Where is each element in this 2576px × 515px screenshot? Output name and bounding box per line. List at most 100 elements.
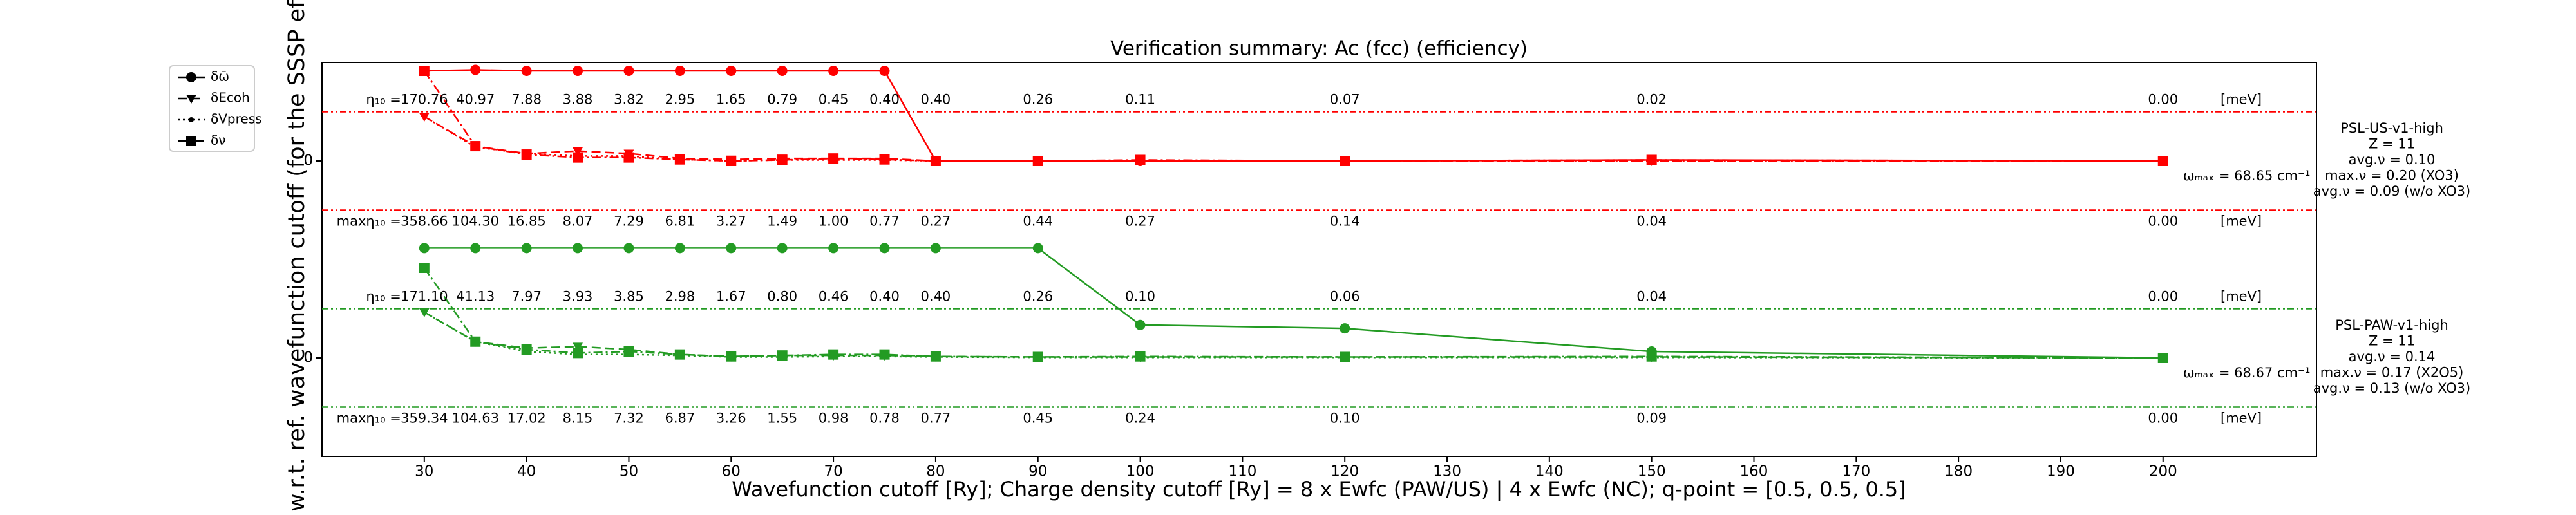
data-point [623, 152, 634, 163]
data-point [879, 66, 890, 77]
max-eta-value: 0.98 [819, 411, 849, 426]
eta-value: 41.13 [456, 289, 495, 304]
panel-info: max.ν = 0.17 (X2O5) [2320, 365, 2464, 380]
max-eta-value: 0.44 [1023, 214, 1053, 229]
data-point [470, 243, 481, 254]
max-eta-value: 17.02 [507, 411, 546, 426]
data-point [777, 66, 788, 77]
eta-value: 3.88 [563, 92, 593, 108]
series-line [424, 311, 2163, 359]
omega-max: ωₘₐₓ = 68.67 cm⁻¹ [2183, 365, 2310, 380]
eta-value: 0.79 [767, 92, 797, 108]
data-point [623, 66, 634, 77]
unit-label: [meV] [2221, 411, 2262, 426]
legend-marker [186, 95, 196, 104]
x-tick-label: 160 [1740, 464, 1768, 480]
max-eta-value: 0.27 [1125, 214, 1155, 229]
data-point [930, 156, 941, 166]
data-point [777, 350, 788, 361]
panel-info: avg.ν = 0.13 (w/o XO3) [2313, 380, 2471, 396]
series-line [424, 247, 2163, 359]
max-eta-label: maxη₁₀ = [337, 411, 401, 426]
data-point [1032, 351, 1043, 362]
data-point [1646, 351, 1657, 362]
eta-value: 0.00 [2148, 289, 2178, 304]
panel-info: max.ν = 0.20 (XO3) [2325, 168, 2459, 183]
data-point [674, 66, 685, 77]
data-point [521, 344, 532, 355]
data-point [879, 243, 890, 254]
data-point [470, 64, 481, 75]
data-point [419, 66, 430, 77]
unit-label: [meV] [2221, 289, 2262, 304]
eta-value: 0.40 [921, 289, 951, 304]
eta-value: 0.26 [1023, 92, 1053, 108]
y-tick-label: 0 [303, 350, 313, 366]
x-tick-label: 140 [1535, 464, 1564, 480]
omega-max: ωₘₐₓ = 68.65 cm⁻¹ [2183, 168, 2310, 183]
data-point [726, 66, 737, 77]
eta-value: 40.97 [456, 92, 495, 108]
data-point [2157, 156, 2168, 166]
max-eta-value: 358.66 [401, 214, 448, 229]
series-line [423, 70, 2163, 162]
data-point [470, 141, 481, 152]
panel-info: PSL-US-v1-high [2340, 120, 2443, 136]
eta-value: 0.02 [1636, 92, 1667, 108]
x-tick-label: 40 [517, 464, 536, 480]
panel-info: Z = 11 [2369, 136, 2415, 152]
x-tick-label: 180 [1944, 464, 1973, 480]
legend-label: δVpress [211, 111, 262, 127]
max-eta-value: 1.00 [819, 214, 849, 229]
legend-label: δν [211, 133, 225, 148]
max-eta-value: 0.45 [1023, 411, 1053, 426]
eta-value: 0.26 [1023, 289, 1053, 304]
max-eta-value: 0.04 [1636, 214, 1667, 229]
eta-value: 3.85 [614, 289, 644, 304]
eta-value: 0.11 [1125, 92, 1155, 108]
data-point [573, 152, 583, 163]
eta-value: 0.10 [1125, 289, 1155, 304]
data-point [879, 349, 890, 360]
eta-value: 171.10 [401, 289, 448, 304]
data-point [777, 243, 788, 254]
data-point [1340, 351, 1350, 362]
eta-value: 3.93 [563, 289, 593, 304]
unit-label: [meV] [2221, 92, 2262, 108]
legend-label: δω̄ [211, 69, 229, 84]
eta-value: 0.40 [869, 289, 900, 304]
x-axis-label: Wavefunction cutoff [Ry]; Charge density… [732, 477, 1906, 501]
eta-value: 3.82 [614, 92, 644, 108]
data-point [674, 243, 685, 254]
data-point [777, 154, 788, 165]
max-eta-value: 0.00 [2148, 214, 2178, 229]
x-tick-label: 80 [926, 464, 945, 480]
legend-label: δEcoh [211, 90, 250, 106]
y-tick-label: 0 [303, 153, 313, 169]
data-point [726, 156, 737, 166]
data-point [421, 114, 427, 120]
x-tick-label: 120 [1331, 464, 1359, 480]
data-point [1646, 154, 1657, 165]
max-eta-value: 359.34 [401, 411, 448, 426]
max-eta-value: 7.29 [614, 214, 644, 229]
max-eta-value: 0.14 [1330, 214, 1360, 229]
y-axis-label: w.r.t. ref. wavefunction cutoff (for the… [284, 0, 310, 512]
max-eta-value: 8.15 [563, 411, 593, 426]
data-point [726, 351, 737, 362]
legend-marker [186, 136, 196, 146]
panel-info: avg.ν = 0.09 (w/o XO3) [2313, 183, 2471, 199]
data-point [573, 348, 583, 359]
x-tick-label: 90 [1028, 464, 1047, 480]
max-eta-value: 0.77 [869, 214, 900, 229]
x-tick-label: 50 [620, 464, 638, 480]
x-tick-label: 100 [1126, 464, 1155, 480]
eta-value: 170.76 [401, 92, 448, 108]
panel-info: Z = 11 [2369, 333, 2415, 349]
eta-label: η₁₀ = [366, 92, 401, 108]
panel-info: avg.ν = 0.10 [2349, 152, 2436, 167]
max-eta-value: 0.10 [1330, 411, 1360, 426]
data-point [623, 243, 634, 254]
data-point [1032, 156, 1043, 166]
